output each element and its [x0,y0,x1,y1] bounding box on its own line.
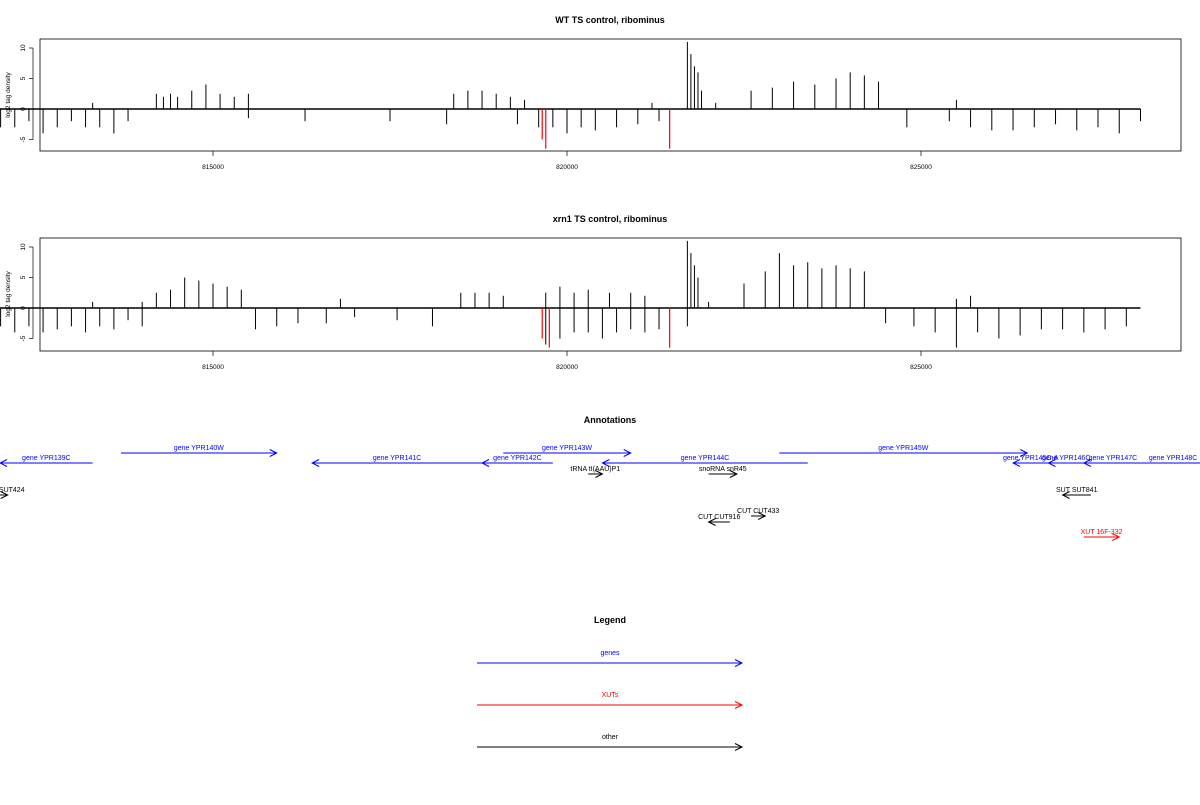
annotation-feature: gene YPR139C [0,455,93,467]
xrn1-plot-frame [39,237,1182,352]
annotation-arrowhead [1061,491,1070,499]
annotation-arrowhead [1019,449,1029,457]
annotation-arrowhead [1112,533,1121,541]
legend-item-other: other [477,734,744,751]
annotation-arrowhead [623,449,632,457]
wt-x-tick-label: 825000 [910,164,932,171]
wt-track-title: WT TS control, ribominus [555,15,665,25]
annotation-label: CUT CUT433 [737,508,779,515]
legend-arrowhead [734,743,744,751]
xrn1-y-tick-label: 10 [20,243,27,251]
annotation-label: gene YPR148C [1149,455,1198,462]
wt-track-panel: WT TS control, ribominus log2 tag densit… [0,15,1182,171]
xrn1-y-tick-label: -5 [20,335,27,341]
annotation-arrowhead [729,470,739,478]
annotation-label: gene YPR145C-A [1003,455,1059,462]
xrn1-y-tick-label: 5 [20,275,27,279]
annotation-arrowhead [1082,459,1092,467]
annotation-arrowhead [601,459,610,467]
annotation-label: gene YPR145W [878,445,928,452]
annotation-arrowhead [1047,459,1056,467]
annotation-label: gene YPR146C [1042,455,1091,462]
xrn1-bars [0,240,1141,348]
wt-x-tick-label: 815000 [202,164,224,171]
wt-x-axis: 815000 820000 825000 [202,151,932,171]
annotation-label: gene YPR140W [174,445,224,452]
annotation-label: gene YPR142C [493,455,542,462]
annotation-feature: XUT 16F-332 [1081,529,1123,541]
annotation-feature: gene YPR140W [120,445,278,457]
annotation-arrowhead [0,491,9,499]
annotation-label: SUT SUT424 [0,487,25,494]
annotation-feature: CUT CUT916 [698,514,740,526]
annotation-label: snoRNA snR45 [699,466,747,473]
annotation-arrowhead [311,459,320,467]
wt-y-axis: 1050-5 [20,44,34,142]
annotation-label: gene YPR139C [22,455,71,462]
annotation-arrowhead [480,459,490,467]
xrn1-track-panel: xrn1 TS control, ribominus log2 tag dens… [0,214,1182,371]
xrn1-y-axis-label: log2 tag density [5,270,12,316]
annotation-feature: SUT SUT841 [1056,487,1098,499]
annotation-arrowhead [1011,459,1021,467]
annotations-title: Annotations [584,415,637,425]
annotation-feature: gene YPR145W [779,445,1029,457]
wt-bars [0,41,1141,149]
legend-label: XUTs [602,692,619,699]
annotation-feature: snoRNA snR45 [699,466,747,478]
xrn1-track-title: xrn1 TS control, ribominus [553,214,668,224]
legend-panel: Legend genes XUTs other [477,615,744,751]
legend-item-xuts: XUTs [477,692,744,709]
annotation-feature: CUT CUT433 [737,508,779,520]
wt-y-tick-label: -5 [20,136,27,142]
annotation-feature: gene YPR144C [601,455,808,467]
annotation-arrowhead [707,518,716,526]
annotation-label: tRNA tI(AAU)P1 [570,466,620,473]
annotation-arrowhead [758,512,767,520]
annotation-feature: gene YPR142C [480,455,553,467]
wt-plot-frame [39,38,1182,152]
annotation-arrowhead [595,470,604,478]
legend-items: genes XUTs other [477,650,744,751]
legend-title: Legend [594,615,626,625]
wt-y-tick-label: 5 [20,76,27,80]
legend-arrowhead [734,659,744,667]
xrn1-y-axis: 1050-5 [20,243,34,341]
annotation-features: gene YPR139C gene YPR140W gene YPR141C gene… [0,445,1200,541]
annotation-label: CUT CUT916 [698,514,740,521]
annotation-feature: gene YPR148C [1142,455,1200,464]
annotation-label: gene YPR144C [681,455,730,462]
wt-y-tick-label: 10 [20,44,27,52]
annotation-feature: gene YPR147C [1082,455,1142,467]
legend-item-genes: genes [477,650,744,667]
legend-label: other [602,734,619,741]
legend-label: genes [600,650,620,657]
annotation-label: gene YPR143W [542,445,592,452]
legend-arrowhead [734,701,744,709]
annotation-feature: gene YPR143W [503,445,632,457]
xrn1-x-axis: 815000 820000 825000 [202,351,932,371]
annotation-label: gene YPR147C [1089,455,1138,462]
annotation-label: gene YPR141C [373,455,422,462]
annotation-feature: gene YPR146C [1042,455,1091,467]
annotation-label: SUT SUT841 [1056,487,1098,494]
annotation-feature: tRNA tI(AAU)P1 [570,466,620,478]
annotation-feature: SUT SUT424 [0,487,25,499]
xrn1-x-tick-label: 825000 [910,364,932,371]
annotation-feature: gene YPR145C-A [1003,455,1059,467]
wt-x-tick-label: 820000 [556,164,578,171]
annotation-arrowhead [0,459,8,467]
annotation-label: XUT 16F-332 [1081,529,1123,536]
annotation-feature: gene YPR141C [311,455,483,467]
xrn1-x-tick-label: 815000 [202,364,224,371]
xrn1-x-tick-label: 820000 [556,364,578,371]
wt-y-axis-label: log2 tag density [5,71,12,117]
annotation-arrowhead [269,449,278,457]
